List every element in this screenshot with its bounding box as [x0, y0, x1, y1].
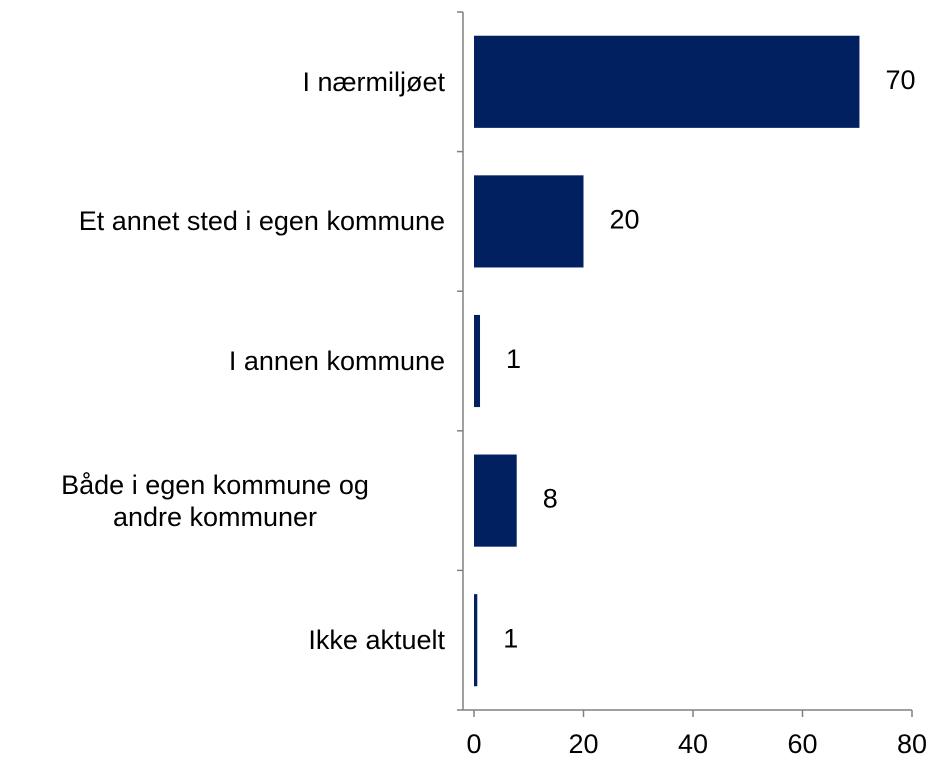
x-tick-label: 20	[568, 729, 598, 759]
bar	[474, 35, 860, 128]
category-label: Et annet sted i egen kommune	[78, 206, 445, 237]
bar	[474, 175, 584, 268]
data-label: 20	[610, 205, 640, 235]
x-tick-label: 80	[897, 729, 927, 759]
bar	[474, 594, 478, 687]
data-label: 1	[506, 344, 521, 374]
category-label: Ikke aktuelt	[308, 625, 445, 656]
x-tick-label: 60	[787, 729, 817, 759]
category-label: I nærmiljøet	[302, 66, 445, 97]
category-label: Både i egen kommune og andre kommuner	[61, 469, 369, 532]
data-label: 8	[543, 484, 558, 514]
bar	[474, 454, 517, 547]
data-label: 1	[503, 623, 518, 653]
x-tick-label: 0	[466, 729, 481, 759]
data-label: 70	[885, 65, 915, 95]
bar	[474, 314, 481, 408]
category-label: I annen kommune	[228, 346, 445, 376]
x-tick-label: 40	[678, 729, 708, 759]
